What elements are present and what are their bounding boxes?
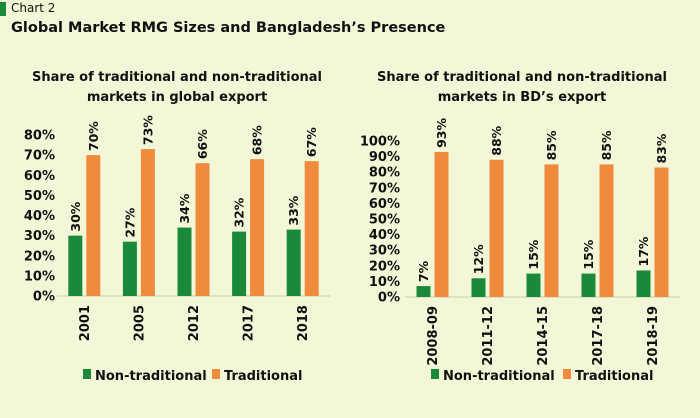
y-tick-label: 10% — [24, 269, 55, 284]
data-label: 85% — [544, 130, 559, 160]
legend-label: Non-traditional — [95, 369, 207, 384]
y-tick-label: 10% — [369, 275, 400, 290]
x-tick-label: 2011-12 — [481, 306, 496, 366]
y-tick-label: 40% — [24, 209, 55, 224]
legend-swatch-non-traditional — [83, 369, 91, 379]
bar-non-traditional — [68, 235, 83, 296]
y-tick-label: 20% — [369, 259, 400, 274]
bar-non-traditional — [122, 241, 137, 296]
data-label: 93% — [434, 118, 449, 148]
data-label: 30% — [68, 201, 83, 231]
chart-tag-marker — [0, 2, 6, 16]
x-tick-label: 2017-18 — [591, 306, 606, 366]
bar-non-traditional — [636, 270, 651, 297]
bar-non-traditional — [232, 231, 247, 296]
bar-non-traditional — [526, 273, 541, 297]
bar-traditional — [434, 151, 449, 297]
data-label: 7% — [416, 260, 431, 282]
x-tick-label: 2014-15 — [536, 306, 551, 366]
y-tick-label: 0% — [378, 291, 400, 306]
y-tick-label: 50% — [24, 189, 55, 204]
x-tick-label: 2001 — [78, 305, 93, 341]
y-tick-label: 20% — [24, 249, 55, 264]
legend-swatch-traditional — [212, 369, 220, 379]
bar-non-traditional — [471, 278, 486, 297]
bar-non-traditional — [581, 273, 596, 297]
y-tick-label: 0% — [33, 290, 55, 305]
y-tick-label: 40% — [369, 228, 400, 243]
bar-traditional — [140, 149, 155, 296]
data-label: 70% — [86, 121, 101, 151]
bar-non-traditional — [177, 227, 192, 296]
legend-label: Non-traditional — [443, 369, 555, 384]
y-tick-label: 80% — [369, 166, 400, 181]
chart-panel-1: Share of traditional and non-traditional… — [24, 70, 330, 384]
y-tick-label: 100% — [360, 135, 400, 150]
chart-panel-2: Share of traditional and non-traditional… — [360, 70, 680, 384]
y-tick-label: 60% — [24, 169, 55, 184]
y-tick-label: 30% — [369, 244, 400, 259]
data-label: 15% — [526, 239, 541, 269]
data-label: 34% — [177, 193, 192, 223]
bar-traditional — [250, 159, 265, 296]
data-label: 32% — [232, 197, 247, 227]
x-tick-label: 2005 — [132, 305, 147, 341]
y-tick-label: 90% — [369, 150, 400, 165]
chart-tag: Chart 2 — [11, 1, 56, 15]
data-label: 27% — [122, 207, 137, 237]
y-tick-label: 70% — [369, 181, 400, 196]
bar-non-traditional — [286, 229, 301, 296]
chart-title-line: Share of traditional and non-traditional — [377, 70, 667, 85]
data-label: 12% — [471, 244, 486, 274]
data-label: 66% — [195, 129, 210, 159]
bar-traditional — [489, 159, 504, 297]
chart-title-line: Share of traditional and non-traditional — [32, 70, 322, 85]
data-label: 17% — [636, 236, 651, 266]
data-label: 88% — [489, 125, 504, 155]
data-label: 15% — [581, 239, 596, 269]
data-label: 73% — [140, 115, 155, 145]
data-label: 68% — [250, 125, 265, 155]
chart-title-line: markets in global export — [87, 90, 267, 105]
bar-traditional — [195, 163, 210, 296]
legend-label: Traditional — [224, 369, 302, 384]
figure-title: Global Market RMG Sizes and Bangladesh’s… — [11, 20, 446, 36]
data-label: 85% — [599, 130, 614, 160]
bar-traditional — [654, 167, 669, 297]
bar-traditional — [86, 155, 101, 296]
y-tick-label: 70% — [24, 149, 55, 164]
data-label: 33% — [286, 195, 301, 225]
y-tick-label: 50% — [369, 213, 400, 228]
data-label: 67% — [304, 127, 319, 157]
bar-traditional — [599, 164, 614, 297]
y-tick-label: 30% — [24, 229, 55, 244]
y-tick-label: 60% — [369, 197, 400, 212]
chart-title-line: markets in BD’s export — [438, 90, 607, 105]
x-tick-label: 2017 — [242, 305, 257, 341]
legend-swatch-non-traditional — [431, 369, 439, 379]
bar-traditional — [304, 161, 319, 296]
y-tick-label: 80% — [24, 129, 55, 144]
data-label: 83% — [654, 133, 669, 163]
x-tick-label: 2018 — [296, 305, 311, 341]
x-tick-label: 2012 — [187, 305, 202, 341]
bar-traditional — [544, 164, 559, 297]
bar-non-traditional — [416, 286, 431, 297]
legend-label: Traditional — [575, 369, 653, 384]
legend-swatch-traditional — [563, 369, 571, 379]
x-tick-label: 2008-09 — [426, 306, 441, 366]
x-tick-label: 2018-19 — [646, 306, 661, 366]
